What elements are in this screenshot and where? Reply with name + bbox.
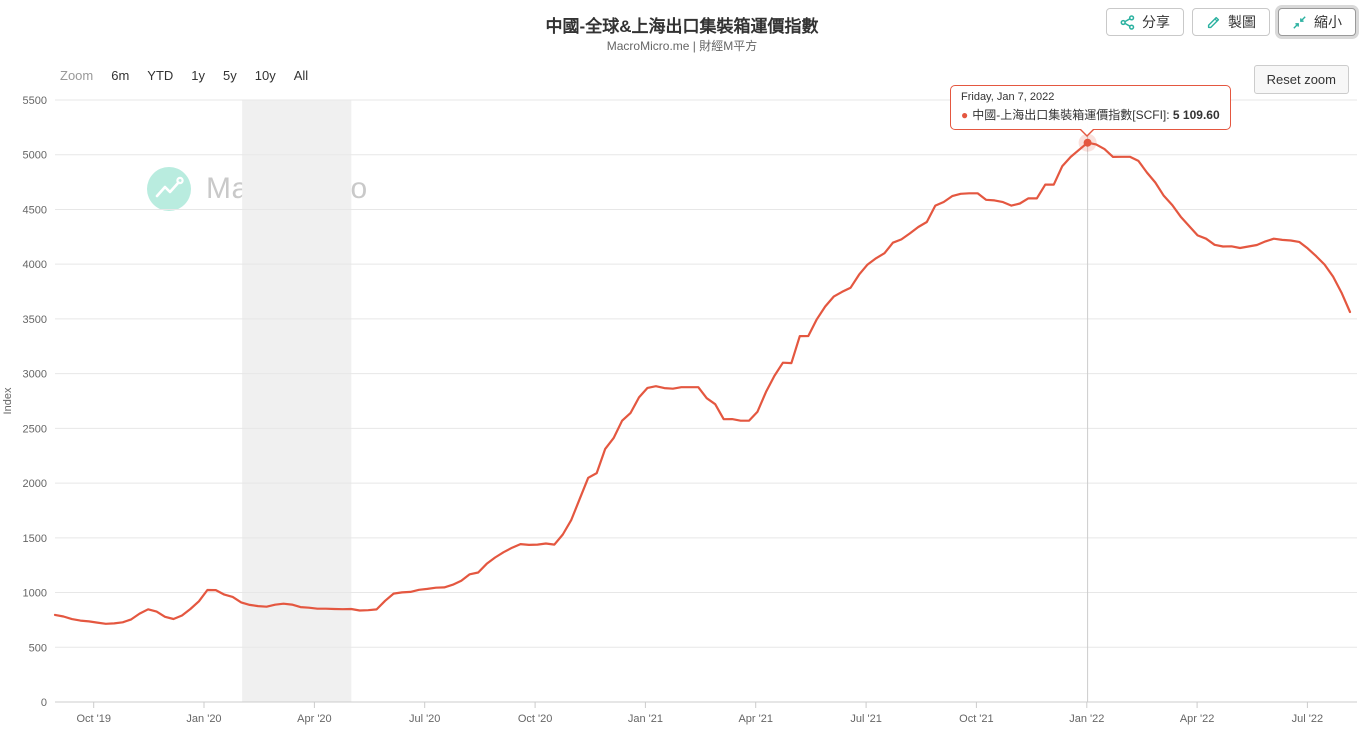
compress-icon	[1292, 15, 1307, 30]
range-5y[interactable]: 5y	[223, 68, 237, 83]
tooltip-series-name: 中國-上海出口集裝箱運價指數[SCFI]:	[972, 108, 1173, 122]
y-axis-tick-label: 0	[41, 697, 47, 709]
y-axis-tick-label: 5500	[23, 95, 47, 107]
point-marker	[1083, 138, 1092, 147]
x-axis-tick-label: Apr '21	[738, 713, 773, 725]
range-ytd[interactable]: YTD	[147, 68, 174, 83]
y-axis-tick-label: 500	[29, 642, 47, 654]
make-chart-button-label: 製圖	[1228, 14, 1256, 30]
range-1y[interactable]: 1y	[191, 68, 206, 83]
share-icon	[1120, 14, 1135, 30]
series-bullet-icon: ●	[961, 108, 969, 122]
x-axis-tick-label: Apr '22	[1180, 713, 1215, 725]
tooltip-series-line: ● 中國-上海出口集裝箱運價指數[SCFI]: 5 109.60	[961, 106, 1220, 123]
range-6m[interactable]: 6m	[111, 68, 130, 83]
zoom-label: Zoom	[60, 68, 94, 83]
x-axis-tick-label: Oct '20	[518, 713, 553, 725]
share-button-label: 分享	[1142, 14, 1170, 30]
x-axis-tick-label: Apr '20	[297, 713, 332, 725]
share-button[interactable]: 分享	[1106, 8, 1184, 36]
y-axis-tick-label: 2000	[23, 478, 47, 490]
header-buttons: 分享 製圖 縮小	[1106, 8, 1356, 36]
y-axis-tick-label: 2500	[23, 423, 47, 435]
y-axis-tick-label: 3500	[23, 314, 47, 326]
y-axis-tick-label: 4000	[23, 259, 47, 271]
page-subtitle: MacroMicro.me | 財經M平方	[606, 39, 758, 53]
pencil-icon	[1206, 15, 1221, 30]
y-axis-title: Index	[2, 387, 14, 414]
x-axis-tick-label: Oct '21	[959, 713, 994, 725]
x-axis-tick-label: Oct '19	[76, 713, 111, 725]
y-axis-tick-label: 3000	[23, 369, 47, 381]
page-title: 中國-全球&上海出口集裝箱運價指數	[545, 17, 819, 36]
tooltip-date: Friday, Jan 7, 2022	[961, 91, 1055, 103]
x-axis-tick-label: Jul '21	[850, 713, 881, 725]
range-10y[interactable]: 10y	[254, 68, 276, 83]
range-all[interactable]: All	[293, 68, 309, 83]
range-selector: Zoom 6m YTD 1y 5y 10y All	[60, 68, 308, 83]
x-axis-tick-label: Jan '22	[1069, 713, 1104, 725]
x-axis-tick-label: Jan '21	[628, 713, 663, 725]
scfi-line-series[interactable]	[53, 141, 1352, 625]
x-axis-tick-label: Jan '20	[186, 713, 221, 725]
macromicro-logo-icon	[147, 167, 191, 211]
x-axis-tick-label: Jul '22	[1292, 713, 1323, 725]
y-axis-tick-label: 4500	[23, 204, 47, 216]
y-axis-tick-label: 1500	[23, 533, 47, 545]
chart-tooltip: Friday, Jan 7, 2022 ● 中國-上海出口集裝箱運價指數[SCFI…	[950, 85, 1231, 137]
y-axis-tick-label: 1000	[23, 588, 47, 600]
zoom-out-button-label: 縮小	[1314, 14, 1342, 30]
reset-zoom-button[interactable]: Reset zoom	[1253, 65, 1349, 94]
x-axis-tick-label: Jul '20	[409, 713, 440, 725]
y-axis-tick-label: 5000	[23, 150, 47, 162]
zoom-out-button[interactable]: 縮小	[1278, 8, 1356, 36]
make-chart-button[interactable]: 製圖	[1192, 8, 1270, 36]
tooltip-value: 5 109.60	[1172, 108, 1220, 122]
recession-band	[242, 100, 352, 702]
